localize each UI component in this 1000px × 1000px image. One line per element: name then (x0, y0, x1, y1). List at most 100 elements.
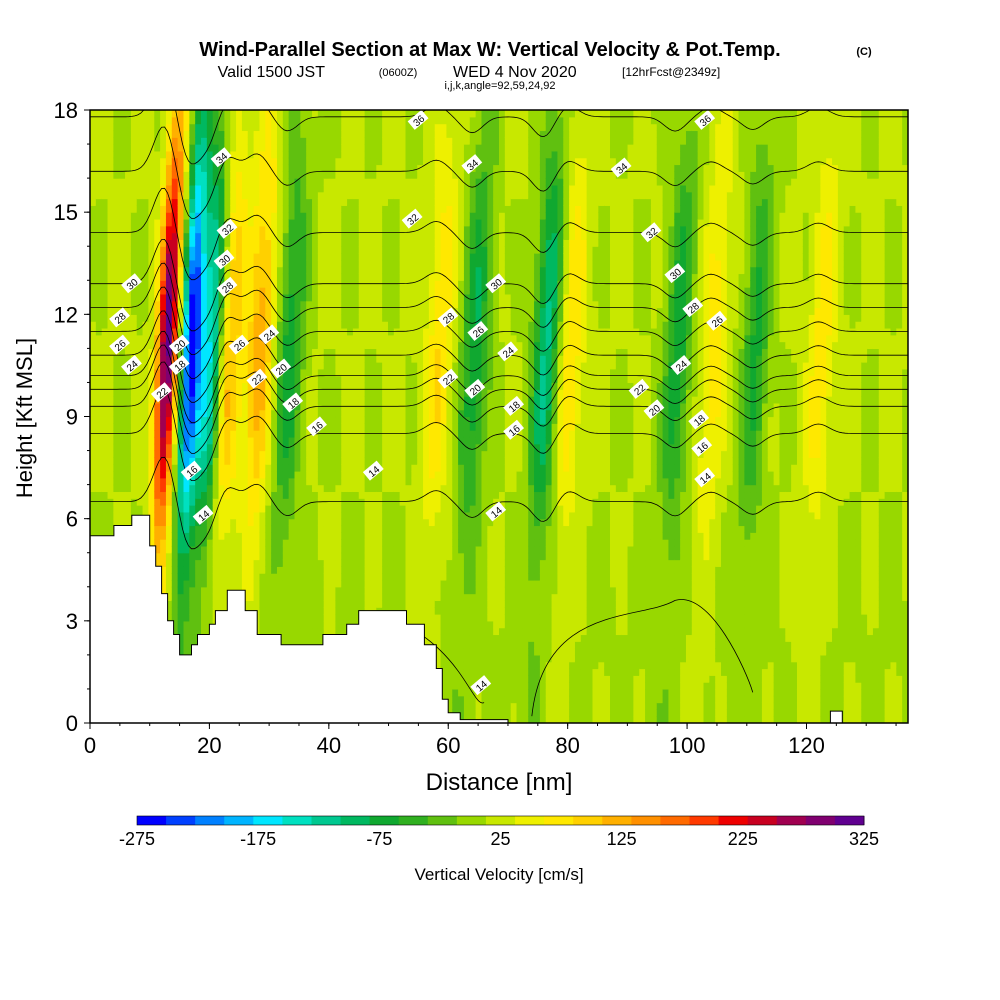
w-cell (300, 164, 307, 172)
w-cell (358, 137, 366, 145)
w-cell (154, 477, 161, 486)
w-cell (241, 164, 249, 172)
w-cell (312, 259, 319, 268)
w-cell (341, 171, 348, 179)
w-cell (253, 593, 261, 601)
w-cell (212, 586, 220, 595)
w-cell (241, 225, 249, 234)
w-cell (265, 205, 272, 213)
w-cell (224, 178, 231, 186)
w-cell (177, 116, 185, 125)
w-cell (119, 505, 126, 513)
w-cell (317, 171, 325, 179)
w-cell (201, 573, 208, 581)
w-cell (154, 137, 161, 145)
w-cell (142, 484, 150, 493)
w-cell (271, 375, 278, 384)
w-cell (329, 552, 336, 561)
w-cell (230, 171, 237, 179)
w-cell (241, 110, 249, 118)
w-cell (358, 477, 366, 486)
w-cell (195, 164, 202, 172)
w-cell (405, 518, 412, 527)
w-cell (113, 164, 120, 172)
w-cell (271, 171, 278, 179)
w-cell (212, 552, 220, 561)
w-cell (241, 198, 249, 206)
w-cell (253, 511, 261, 520)
w-cell (253, 430, 261, 438)
w-cell (364, 552, 372, 561)
w-cell (288, 443, 296, 452)
w-cell (282, 123, 290, 132)
w-cell (282, 205, 290, 213)
w-cell (282, 382, 290, 390)
w-cell (218, 293, 225, 302)
w-cell (341, 355, 348, 363)
w-cell (312, 620, 319, 629)
w-cell (271, 164, 278, 172)
w-cell (236, 280, 243, 288)
w-cell (148, 191, 155, 200)
w-cell (300, 389, 307, 397)
w-cell (206, 232, 214, 241)
w-cell (247, 457, 255, 465)
w-cell (236, 273, 243, 281)
w-cell (265, 511, 272, 520)
w-cell (370, 225, 377, 234)
w-cell (218, 307, 225, 315)
w-cell (347, 348, 354, 356)
w-cell (165, 205, 173, 213)
w-cell (154, 293, 161, 302)
w-cell (154, 545, 161, 554)
w-cell (230, 212, 237, 220)
w-cell (276, 300, 284, 309)
w-cell (276, 539, 284, 547)
w-cell (312, 362, 319, 370)
w-cell (177, 307, 185, 315)
w-cell (101, 341, 109, 349)
w-cell (125, 409, 132, 418)
w-cell (265, 348, 272, 356)
w-cell (125, 402, 132, 411)
w-cell (335, 416, 342, 424)
w-cell (317, 266, 325, 275)
w-cell (382, 593, 389, 601)
w-cell (399, 307, 407, 315)
w-cell (160, 402, 167, 411)
w-cell (142, 402, 150, 411)
w-cell (323, 191, 331, 200)
w-cell (323, 382, 331, 390)
w-cell (271, 409, 278, 418)
w-cell (183, 511, 190, 520)
w-cell (189, 450, 196, 458)
w-cell (189, 409, 196, 418)
w-cell (218, 539, 225, 547)
w-cell (312, 600, 319, 608)
w-cell (119, 205, 126, 213)
w-cell (189, 137, 196, 145)
w-cell (113, 273, 120, 281)
w-cell (347, 123, 354, 132)
w-cell (265, 573, 272, 581)
w-cell (317, 300, 325, 309)
w-cell (405, 436, 412, 445)
w-cell (282, 491, 290, 499)
w-cell (306, 246, 313, 254)
w-cell (236, 484, 243, 493)
w-cell (218, 130, 225, 138)
w-cell (189, 498, 196, 506)
w-cell (352, 382, 360, 390)
w-cell (171, 321, 179, 329)
w-cell (335, 518, 342, 527)
w-cell (323, 348, 331, 356)
w-cell (364, 600, 372, 608)
w-cell (317, 212, 325, 220)
w-cell (265, 314, 272, 322)
w-cell (335, 620, 342, 629)
w-cell (312, 266, 319, 275)
w-cell (206, 273, 214, 281)
w-cell (212, 232, 220, 241)
w-cell (352, 579, 360, 588)
w-cell (341, 620, 348, 629)
